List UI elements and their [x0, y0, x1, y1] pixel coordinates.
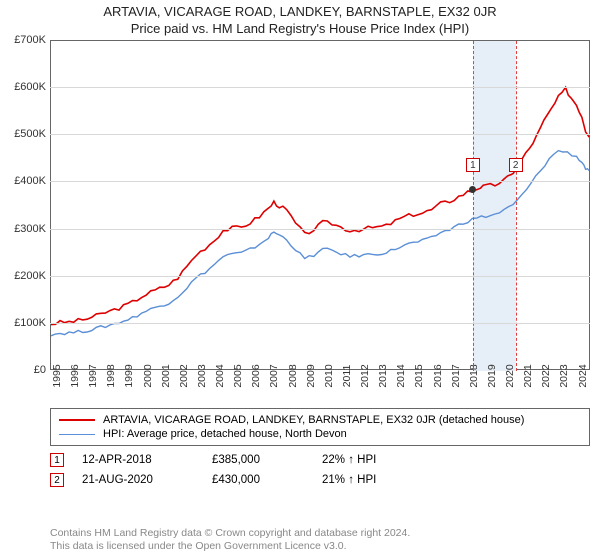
y-tick-label: £0 — [0, 364, 46, 376]
gridline — [50, 229, 590, 230]
y-tick-label: £300K — [0, 223, 46, 235]
sale-date-1: 12-APR-2018 — [82, 454, 212, 466]
y-tick-label: £200K — [0, 270, 46, 282]
sales-table: 1 12-APR-2018 £385,000 22% ↑ HPI 2 21-AU… — [50, 450, 442, 490]
gridline — [50, 323, 590, 324]
y-tick-label: £100K — [0, 317, 46, 329]
sale-price-1: £385,000 — [212, 454, 322, 466]
sale-row-1: 1 12-APR-2018 £385,000 22% ↑ HPI — [50, 450, 442, 470]
sale-pct-1: 22% ↑ HPI — [322, 454, 442, 466]
legend: ARTAVIA, VICARAGE ROAD, LANDKEY, BARNSTA… — [50, 408, 590, 446]
series-hpi — [51, 151, 589, 336]
y-tick-label: £500K — [0, 128, 46, 140]
sale-marker-1: 1 — [50, 453, 64, 467]
legend-swatch-hpi — [59, 434, 95, 435]
sale-row-2: 2 21-AUG-2020 £430,000 21% ↑ HPI — [50, 470, 442, 490]
chart-marker-1: 1 — [466, 158, 480, 172]
footer-line1: Contains HM Land Registry data © Crown c… — [50, 527, 410, 541]
chart: 1995199619971998199920002001200220032004… — [0, 40, 600, 400]
chart-svg — [51, 41, 591, 371]
x-tick-label: 2024 — [577, 364, 600, 387]
title-subtitle: Price paid vs. HM Land Registry's House … — [0, 21, 600, 36]
legend-label-property: ARTAVIA, VICARAGE ROAD, LANDKEY, BARNSTA… — [103, 414, 524, 426]
chart-marker-2: 2 — [509, 158, 523, 172]
gridline — [50, 87, 590, 88]
legend-row-hpi: HPI: Average price, detached house, Nort… — [59, 427, 581, 441]
y-tick-label: £600K — [0, 81, 46, 93]
legend-row-property: ARTAVIA, VICARAGE ROAD, LANDKEY, BARNSTA… — [59, 413, 581, 427]
plot-area: 1995199619971998199920002001200220032004… — [50, 40, 590, 370]
sale-pct-2: 21% ↑ HPI — [322, 474, 442, 486]
sale-vline — [516, 41, 517, 371]
y-tick-label: £700K — [0, 34, 46, 46]
y-tick-label: £400K — [0, 175, 46, 187]
sale-vline — [473, 41, 474, 371]
title-address: ARTAVIA, VICARAGE ROAD, LANDKEY, BARNSTA… — [0, 4, 600, 19]
legend-swatch-property — [59, 419, 95, 421]
sale-marker-2: 2 — [50, 473, 64, 487]
sale-date-2: 21-AUG-2020 — [82, 474, 212, 486]
legend-label-hpi: HPI: Average price, detached house, Nort… — [103, 428, 347, 440]
gridline — [50, 134, 590, 135]
gridline — [50, 276, 590, 277]
sale-price-2: £430,000 — [212, 474, 322, 486]
gridline — [50, 181, 590, 182]
page: ARTAVIA, VICARAGE ROAD, LANDKEY, BARNSTA… — [0, 0, 600, 560]
footer-line2: This data is licensed under the Open Gov… — [50, 540, 410, 554]
footer: Contains HM Land Registry data © Crown c… — [50, 527, 410, 554]
titles: ARTAVIA, VICARAGE ROAD, LANDKEY, BARNSTA… — [0, 0, 600, 36]
